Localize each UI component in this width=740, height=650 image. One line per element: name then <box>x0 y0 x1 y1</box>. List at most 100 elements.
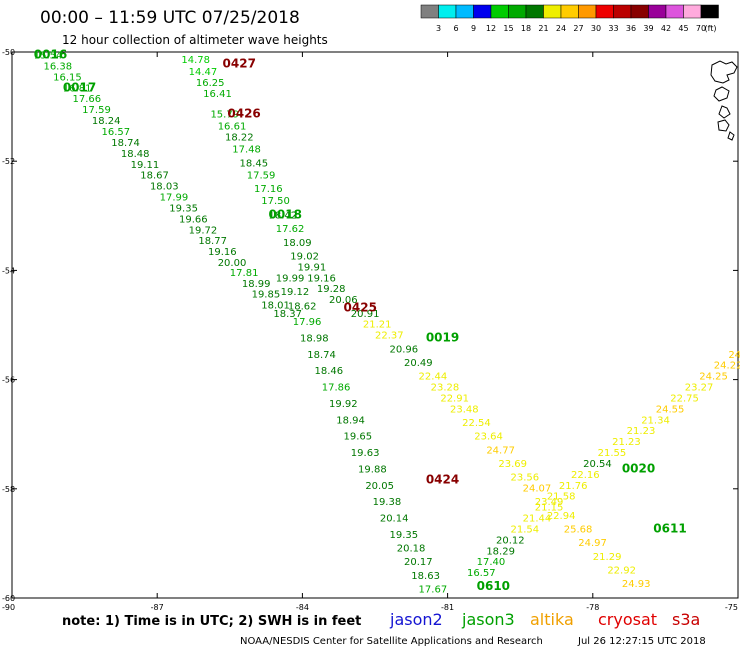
swh-value: 20.96 <box>390 344 419 355</box>
mission-name: jason2 <box>389 610 443 629</box>
swh-value: 22.37 <box>375 331 404 342</box>
swh-value: 16.15 <box>53 72 82 83</box>
swh-value: 17.16 <box>254 184 283 195</box>
chart-subtitle: 12 hour collection of altimeter wave hei… <box>62 33 328 47</box>
swh-value: 21.55 <box>598 448 627 459</box>
swh-value: 22.54 <box>462 418 491 429</box>
colorbar-swatch <box>613 4 632 19</box>
swh-value: 22.94 <box>547 511 576 522</box>
swh-value: 18.77 <box>198 236 227 247</box>
colorbar-label: 24 <box>556 24 566 33</box>
x-tick-label: -84 <box>296 603 309 612</box>
swh-value: 18.29 <box>486 546 515 557</box>
swh-value: 23.64 <box>474 432 503 443</box>
swh-value: 19.16 <box>208 247 237 258</box>
footer-timestamp: Jul 26 12:27:15 UTC 2018 <box>577 636 706 647</box>
swh-value: 16.41 <box>203 89 232 100</box>
colorbar-swatch <box>508 4 527 19</box>
colorbar-unit: (ft) <box>704 24 716 33</box>
swh-value: 22.92 <box>607 565 636 576</box>
swh-value: 18.63 <box>411 571 440 582</box>
swh-value: 18.74 <box>307 350 336 361</box>
swh-value: 18.09 <box>283 238 312 249</box>
swh-value: 21.23 <box>612 437 641 448</box>
swh-value: 19.99 <box>276 273 305 284</box>
axis-ticks: -90 -87 -84 -81 -78 -75 -50 -52 -54 -56 -58 -60 <box>2 48 739 612</box>
colorbar-label: 30 <box>591 24 601 33</box>
swh-value: 24.07 <box>523 484 552 495</box>
colorbar-swatch <box>595 4 614 19</box>
pass-label: 0611 <box>653 521 686 535</box>
swh-value: 20.12 <box>496 535 525 546</box>
x-tick-label: -78 <box>586 603 599 612</box>
y-tick-label: -58 <box>2 485 15 494</box>
y-tick-label: -50 <box>2 48 15 57</box>
swh-value: 19.35 <box>169 203 198 214</box>
mission-name: altika <box>530 610 574 629</box>
colorbar-swatch <box>683 4 702 19</box>
swh-value: 24.93 <box>622 579 651 590</box>
coastline-islands <box>710 60 738 141</box>
swh-value: 23.27 <box>685 383 714 394</box>
swh-value: 18.62 <box>288 302 317 313</box>
pass-label: 0426 <box>227 107 260 121</box>
colorbar-swatch <box>700 4 719 19</box>
swh-value: 20.49 <box>404 358 433 369</box>
swh-value: 21.76 <box>559 481 588 492</box>
swh-value: 17.59 <box>82 105 111 116</box>
colorbar-swatch <box>648 4 667 19</box>
swh-value: 17.40 <box>477 557 506 568</box>
colorbar-swatch <box>578 4 597 19</box>
swh-value: 21.23 <box>627 426 656 437</box>
swh-value: 14.78 <box>181 55 210 66</box>
swh-value: 23.56 <box>511 473 540 484</box>
swh-value: 19.72 <box>189 225 218 236</box>
swh-value: 18.37 <box>273 309 302 320</box>
swh-value: 21.21 <box>363 320 392 331</box>
swh-value: 24.55 <box>656 404 685 415</box>
swh-value: 19.35 <box>390 530 419 541</box>
swh-value: 16.57 <box>467 568 496 579</box>
swh-value: 14.47 <box>189 67 218 78</box>
swh-value: 17.62 <box>276 224 305 235</box>
swh-value: 21.54 <box>511 524 540 535</box>
pass-label: 0018 <box>269 208 302 222</box>
swh-value: 24.97 <box>578 538 607 549</box>
colorbar-legend: 3 6 9 12 15 18 21 24 27 30 33 36 39 42 45 70(ft) <box>420 4 719 33</box>
swh-value: 19.92 <box>329 399 358 410</box>
swh-value: 15.79 <box>210 110 239 121</box>
y-tick-label: -60 <box>2 594 15 603</box>
swh-value: 19.85 <box>252 290 281 301</box>
swh-value: 18.46 <box>315 366 344 377</box>
pass-label: 0019 <box>426 330 459 344</box>
swh-value: 22.44 <box>419 372 448 383</box>
swh-value: 24.25 <box>699 372 728 383</box>
swh-value: 16.38 <box>43 61 72 72</box>
pass-label: 0425 <box>344 300 377 314</box>
colorbar-swatch <box>473 4 492 19</box>
plot-area: -90 -87 -84 -81 -78 -75 -50 -52 -54 -56 -58 -60 15.… <box>2 48 740 612</box>
swh-value: 19.28 <box>317 284 346 295</box>
swh-value: 18.45 <box>239 159 268 170</box>
colorbar-swatch <box>420 4 439 19</box>
swh-value: 23.28 <box>431 383 460 394</box>
swh-value: 18.99 <box>242 279 271 290</box>
swh-value: 20.18 <box>397 544 426 555</box>
swh-value: 23.49 <box>535 497 564 508</box>
swh-value: 19.63 <box>351 448 380 459</box>
track-group: 15.5416.3816.1516.8117.6617.5918.2416.57… <box>34 51 302 320</box>
swh-value: 24.73 <box>728 350 740 361</box>
swh-value: 16.61 <box>218 122 247 133</box>
colorbar-label: 27 <box>573 24 583 33</box>
swh-value: 16.81 <box>63 83 92 94</box>
swh-value: 21.34 <box>641 415 670 426</box>
colorbar-label: 45 <box>678 24 688 33</box>
y-tick-label: -52 <box>2 157 15 166</box>
swh-value: 20.05 <box>365 481 394 492</box>
colorbar-label: 18 <box>521 24 531 33</box>
swh-value: 23.48 <box>450 404 479 415</box>
swh-value: 19.65 <box>344 432 373 443</box>
footer-note: note: 1) Time is in UTC; 2) SWH is in fe… <box>62 614 361 629</box>
